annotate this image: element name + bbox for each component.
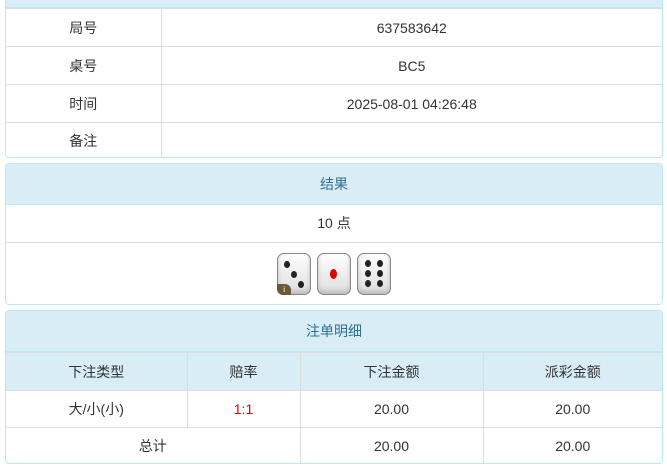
label: 时间 (6, 84, 162, 123)
info-panel: 局号 637583642 桌号 BC5 时间 2025-08-01 04:26:48 … (5, 0, 663, 158)
payout: 20.00 (482, 390, 662, 428)
info-row-remark: 备注 (6, 122, 662, 157)
die-1-icon (317, 253, 351, 296)
bets-panel: 注单明细 下注类型 赔率 下注金额 派彩金额 大/小(小) 1:1 20.00 … (5, 310, 663, 464)
total-amount: 20.00 (299, 427, 484, 463)
total-label: 总计 (6, 427, 301, 463)
header-odds: 赔率 (186, 352, 301, 391)
die-3-icon[interactable]: i (277, 253, 312, 296)
info-table: 局号 637583642 桌号 BC5 时间 2025-08-01 04:26:48 … (6, 8, 662, 157)
info-row-table: 桌号 BC5 (6, 46, 662, 85)
header-bet-amount: 下注金额 (299, 352, 484, 391)
dice-row: i (6, 243, 662, 304)
total-payout: 20.00 (482, 427, 662, 463)
bet-type: 大/小(小) (6, 390, 188, 428)
time: 2025-08-01 04:26:48 (160, 84, 662, 123)
remark (160, 122, 662, 157)
bets-title: 注单明细 (6, 311, 662, 352)
round-id: 637583642 (160, 8, 662, 47)
info-badge-icon[interactable]: i (277, 284, 292, 296)
bets-header-row: 下注类型 赔率 下注金额 派彩金额 (6, 352, 662, 391)
table-id: BC5 (160, 46, 662, 85)
total-row: 总计 20.00 20.00 (6, 427, 662, 463)
header-payout: 派彩金额 (482, 352, 662, 391)
info-row-time: 时间 2025-08-01 04:26:48 (6, 84, 662, 123)
info-row-round: 局号 637583642 (6, 8, 662, 47)
die-6-icon (356, 253, 391, 296)
result-panel: 结果 10 点 i (5, 163, 663, 305)
info-panel-header (6, 0, 662, 8)
result-title: 结果 (6, 164, 662, 205)
table-row: 大/小(小) 1:1 20.00 20.00 (6, 390, 662, 428)
bets-table: 下注类型 赔率 下注金额 派彩金额 大/小(小) 1:1 20.00 20.00… (6, 352, 662, 463)
label: 备注 (6, 122, 162, 157)
label: 桌号 (6, 46, 162, 85)
odds: 1:1 (186, 390, 301, 428)
label: 局号 (6, 8, 162, 47)
header-bet-type: 下注类型 (6, 352, 188, 391)
bet-amount: 20.00 (299, 390, 484, 428)
result-points: 10 点 (6, 205, 662, 243)
